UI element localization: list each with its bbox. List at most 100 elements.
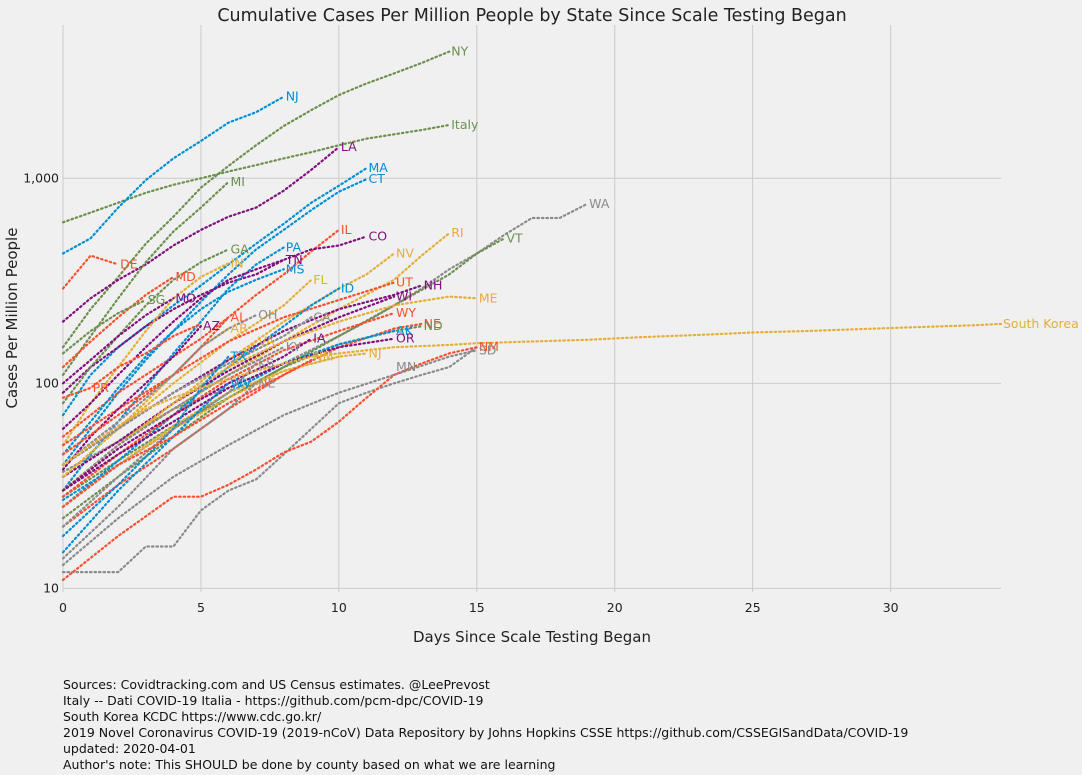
series-line <box>61 340 258 492</box>
series-line <box>61 322 423 528</box>
series-line <box>61 297 175 385</box>
series-line <box>61 146 340 323</box>
series-line <box>61 258 285 430</box>
series-label: SG <box>148 292 166 307</box>
series-label: OR <box>396 331 415 346</box>
series-label: NJ <box>286 89 299 104</box>
x-tick-label: 30 <box>883 600 899 615</box>
series-label: NM <box>479 339 499 354</box>
x-tick-label: 20 <box>607 600 623 615</box>
grid <box>62 25 1001 592</box>
series-label: NE <box>258 375 275 390</box>
series-line <box>61 382 258 560</box>
series-label: CA <box>313 309 331 324</box>
x-tick-label: 0 <box>59 600 67 615</box>
source-line: updated: 2020-04-01 <box>63 741 196 756</box>
y-axis-ticks: 10 100 1,000 <box>23 170 59 595</box>
series-line <box>61 325 202 471</box>
series-label: NE <box>424 316 441 331</box>
series-label: WA <box>589 196 610 211</box>
series-label: MD <box>175 269 195 284</box>
series-label: WI <box>396 289 412 304</box>
source-line: Sources: Covidtracking.com and US Census… <box>63 677 490 692</box>
series-label: TX <box>230 349 248 364</box>
series-line <box>61 295 396 478</box>
series-label: IN <box>231 255 244 270</box>
series-lines <box>61 50 1003 582</box>
series-label: OH <box>258 307 277 322</box>
y-tick-label: 10 <box>43 580 59 595</box>
series-label: ID <box>341 281 354 296</box>
series-line <box>61 248 230 405</box>
source-line: Author's note: This SHOULD be done by co… <box>63 757 556 772</box>
series-line <box>61 358 313 508</box>
series-line <box>61 337 313 492</box>
series-line <box>61 275 175 369</box>
series-label: LA <box>341 139 357 154</box>
series-line <box>61 167 368 417</box>
series-label: DE <box>120 256 138 271</box>
series-label: VA <box>258 333 275 348</box>
series-line <box>61 95 285 255</box>
series-line <box>61 50 451 349</box>
series-label: AL <box>231 309 247 324</box>
x-axis-ticks: 0 5 10 15 20 25 30 <box>59 600 899 615</box>
series-line <box>61 346 478 574</box>
series-label: FL <box>313 272 327 287</box>
series-label: ND <box>424 318 443 333</box>
series-label: CT <box>368 171 385 186</box>
series-label: MA <box>368 160 388 175</box>
series-label: VT <box>506 230 523 245</box>
series-line <box>61 316 313 466</box>
series-label: PA <box>286 239 302 254</box>
series-label: SD <box>479 342 497 357</box>
x-tick-label: 5 <box>197 600 205 615</box>
series-label: MI <box>231 174 245 189</box>
series-label: CO <box>368 229 387 244</box>
series-label: IA <box>313 331 326 346</box>
series-line <box>61 322 1003 466</box>
series-line <box>61 316 230 456</box>
series-label: PR <box>93 380 110 395</box>
series-line <box>61 237 506 498</box>
series-label: South Korea <box>1003 316 1079 331</box>
sources-note: Sources: Covidtracking.com and US Census… <box>63 677 908 773</box>
series-label: NY <box>451 44 468 59</box>
series-label: MO <box>175 290 196 305</box>
series-label: WV <box>231 375 252 390</box>
series-label: KY <box>286 339 302 354</box>
series-line <box>61 314 258 466</box>
series-line <box>61 298 147 355</box>
x-tick-label: 10 <box>331 600 347 615</box>
x-tick-label: 25 <box>745 600 761 615</box>
series-label: TN <box>285 252 303 267</box>
source-line: Italy -- Dati COVID-19 Italia - https://… <box>63 693 484 708</box>
series-label: NM <box>313 349 333 364</box>
y-tick-label: 100 <box>35 375 59 390</box>
series-label: WY <box>396 305 416 320</box>
series-label: NJ <box>368 345 381 360</box>
source-line: 2019 Novel Coronavirus COVID-19 (2019-nC… <box>63 725 909 740</box>
series-label: GA <box>231 241 250 256</box>
series-line <box>61 254 120 290</box>
series-label: ME <box>479 290 498 305</box>
series-line <box>61 268 285 456</box>
y-tick-label: 1,000 <box>23 170 59 185</box>
series-label: NV <box>396 245 414 260</box>
x-axis-label: Days Since Scale Testing Began <box>413 628 651 646</box>
series-label: AZ <box>203 318 220 333</box>
source-line: South Korea KCDC https://www.cdc.go.kr/ <box>63 709 322 724</box>
series-line <box>61 346 285 492</box>
series-label: AK <box>396 323 414 338</box>
series-label: NH <box>424 278 443 293</box>
series-line <box>61 180 230 376</box>
series-label: UT <box>396 275 413 290</box>
y-axis-label: Cases Per Million People <box>3 228 21 409</box>
x-tick-label: 15 <box>469 600 485 615</box>
series-label: AR <box>231 321 249 336</box>
series-label: IL <box>341 222 352 237</box>
series-line <box>61 346 478 582</box>
series-label: Italy <box>451 117 479 132</box>
series-label: KS <box>258 355 274 370</box>
